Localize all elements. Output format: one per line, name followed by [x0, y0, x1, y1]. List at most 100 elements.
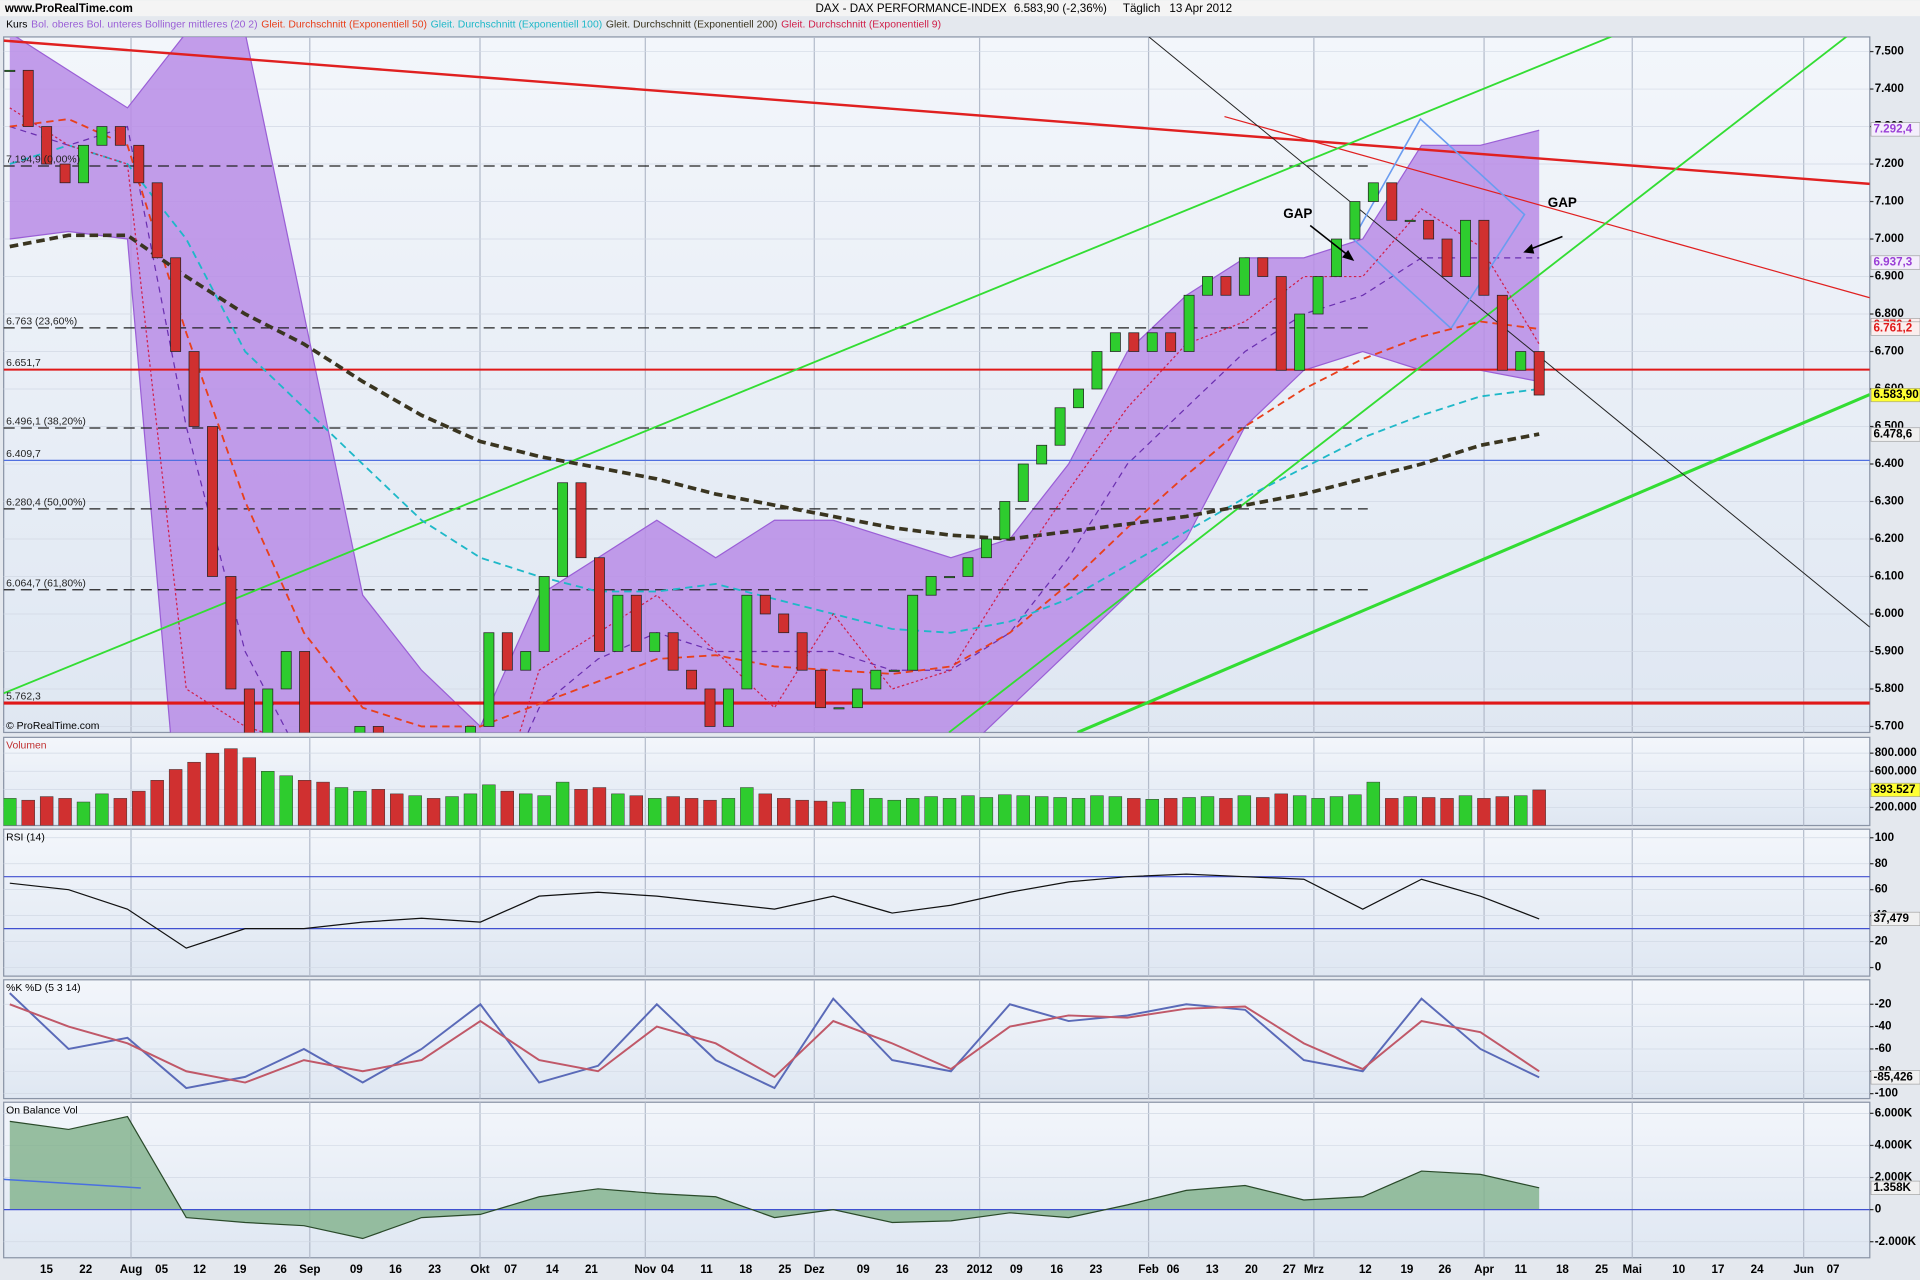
candle — [999, 501, 1011, 540]
panel — [3, 1101, 1871, 1259]
volume-bar — [205, 752, 220, 826]
candle — [59, 163, 71, 184]
candle — [796, 632, 808, 671]
volume-bar — [371, 789, 386, 826]
title-bar — [0, 0, 1920, 17]
volume-bar — [1127, 798, 1141, 826]
arrow — [1309, 224, 1352, 258]
x-tick-label: 12 — [193, 1263, 206, 1276]
candle — [262, 688, 274, 733]
candle — [1165, 332, 1177, 352]
candle — [1533, 351, 1545, 396]
volume-bar — [924, 796, 938, 826]
candle — [96, 126, 108, 146]
candle — [649, 632, 661, 652]
volume-bar — [887, 799, 901, 826]
x-tick-label: 11 — [700, 1263, 713, 1276]
volume-bar — [76, 801, 91, 826]
volume-bar — [592, 787, 607, 826]
x-tick-label: Nov — [634, 1263, 656, 1276]
level-label: 6.064,7 (61,80%) — [6, 578, 86, 589]
level-label: 6.496,1 (38,20%) — [6, 417, 86, 428]
volume-bar — [132, 790, 146, 826]
arrow — [1527, 235, 1563, 251]
x-tick-label: 26 — [1438, 1263, 1451, 1276]
last-value-label: 37,479 — [1873, 912, 1909, 925]
volume-bar — [758, 793, 772, 826]
volume-bar — [168, 769, 183, 826]
y-tick-label: 6.200 — [1875, 532, 1904, 545]
candle — [870, 669, 882, 690]
x-tick-label: 22 — [79, 1263, 92, 1276]
x-tick-label: 2012 — [967, 1263, 993, 1276]
volume-bar — [500, 790, 515, 826]
candle — [630, 594, 642, 652]
x-tick-label: 07 — [504, 1263, 517, 1276]
volume-bar — [1108, 796, 1123, 826]
candle — [188, 351, 200, 427]
trendline — [3, 36, 1613, 695]
legend: Kurs Bol. oberes Bol. unteres Bollinger m… — [6, 19, 941, 30]
plot-area — [9, 992, 1540, 1090]
volume-bar — [1348, 794, 1362, 826]
x-tick-label: 17 — [1711, 1263, 1724, 1276]
candle — [207, 426, 218, 577]
candle — [41, 126, 53, 165]
volume-bar — [1514, 795, 1528, 826]
volume-bar — [850, 789, 865, 826]
volume-bar — [1182, 797, 1196, 826]
x-tick-label: 19 — [234, 1263, 247, 1276]
indicator-line — [9, 992, 1540, 1090]
candle — [280, 651, 292, 690]
instrument-title: DAX - DAX PERFORMANCE-INDEX — [816, 2, 1007, 15]
x-tick-label: 24 — [1751, 1263, 1764, 1276]
candle — [1073, 388, 1084, 409]
channel-box — [1352, 117, 1526, 330]
candle — [1349, 201, 1361, 240]
x-tick-label: 12 — [1359, 1263, 1372, 1276]
volume-bar — [555, 781, 570, 826]
candle — [22, 69, 34, 127]
candle — [1146, 332, 1158, 352]
indicator-line — [9, 1003, 1540, 1084]
y-tick-label: 6.000 — [1875, 607, 1904, 620]
volume-bar — [942, 798, 957, 826]
volume-bar — [905, 798, 920, 826]
volume-bar — [224, 748, 238, 826]
x-tick-label: 06 — [1167, 1263, 1180, 1276]
candle — [1091, 351, 1103, 390]
x-tick-label: 20 — [1245, 1263, 1258, 1276]
x-tick-label: 23 — [428, 1263, 441, 1276]
last-value-label: 6.478,6 — [1873, 428, 1912, 441]
volume-bar — [1016, 795, 1030, 826]
x-tick-label: 07 — [1827, 1263, 1840, 1276]
volume-bar — [777, 798, 791, 826]
y-tick-label: 200.000 — [1875, 801, 1917, 814]
volume-bar — [150, 780, 164, 826]
candle — [483, 632, 495, 727]
volume-bar — [1053, 797, 1067, 826]
candle — [1515, 351, 1527, 371]
candle — [78, 144, 89, 184]
y-tick-label: 6.000K — [1875, 1106, 1913, 1119]
plot-area — [3, 1115, 1870, 1240]
y-tick-label: 6.900 — [1875, 270, 1904, 283]
annotation: GAP — [1283, 206, 1312, 221]
trendline — [1224, 115, 1870, 299]
panel-title: On Balance Vol — [6, 1106, 78, 1117]
candle — [1257, 257, 1269, 277]
volume-bar — [1385, 798, 1399, 826]
candle — [170, 257, 182, 352]
interval: Täglich — [1123, 2, 1160, 15]
volume-bar — [1532, 789, 1546, 826]
candle — [1478, 219, 1490, 296]
volume-bar — [629, 795, 643, 826]
volume-bar — [316, 781, 330, 826]
candle — [722, 688, 734, 727]
panel — [3, 828, 1871, 977]
x-tick-label: Mrz — [1304, 1263, 1324, 1276]
candle — [243, 688, 255, 733]
candle — [612, 594, 624, 652]
x-tick-label: 25 — [778, 1263, 791, 1276]
last-value-label: 6.583,90 — [1873, 388, 1918, 401]
